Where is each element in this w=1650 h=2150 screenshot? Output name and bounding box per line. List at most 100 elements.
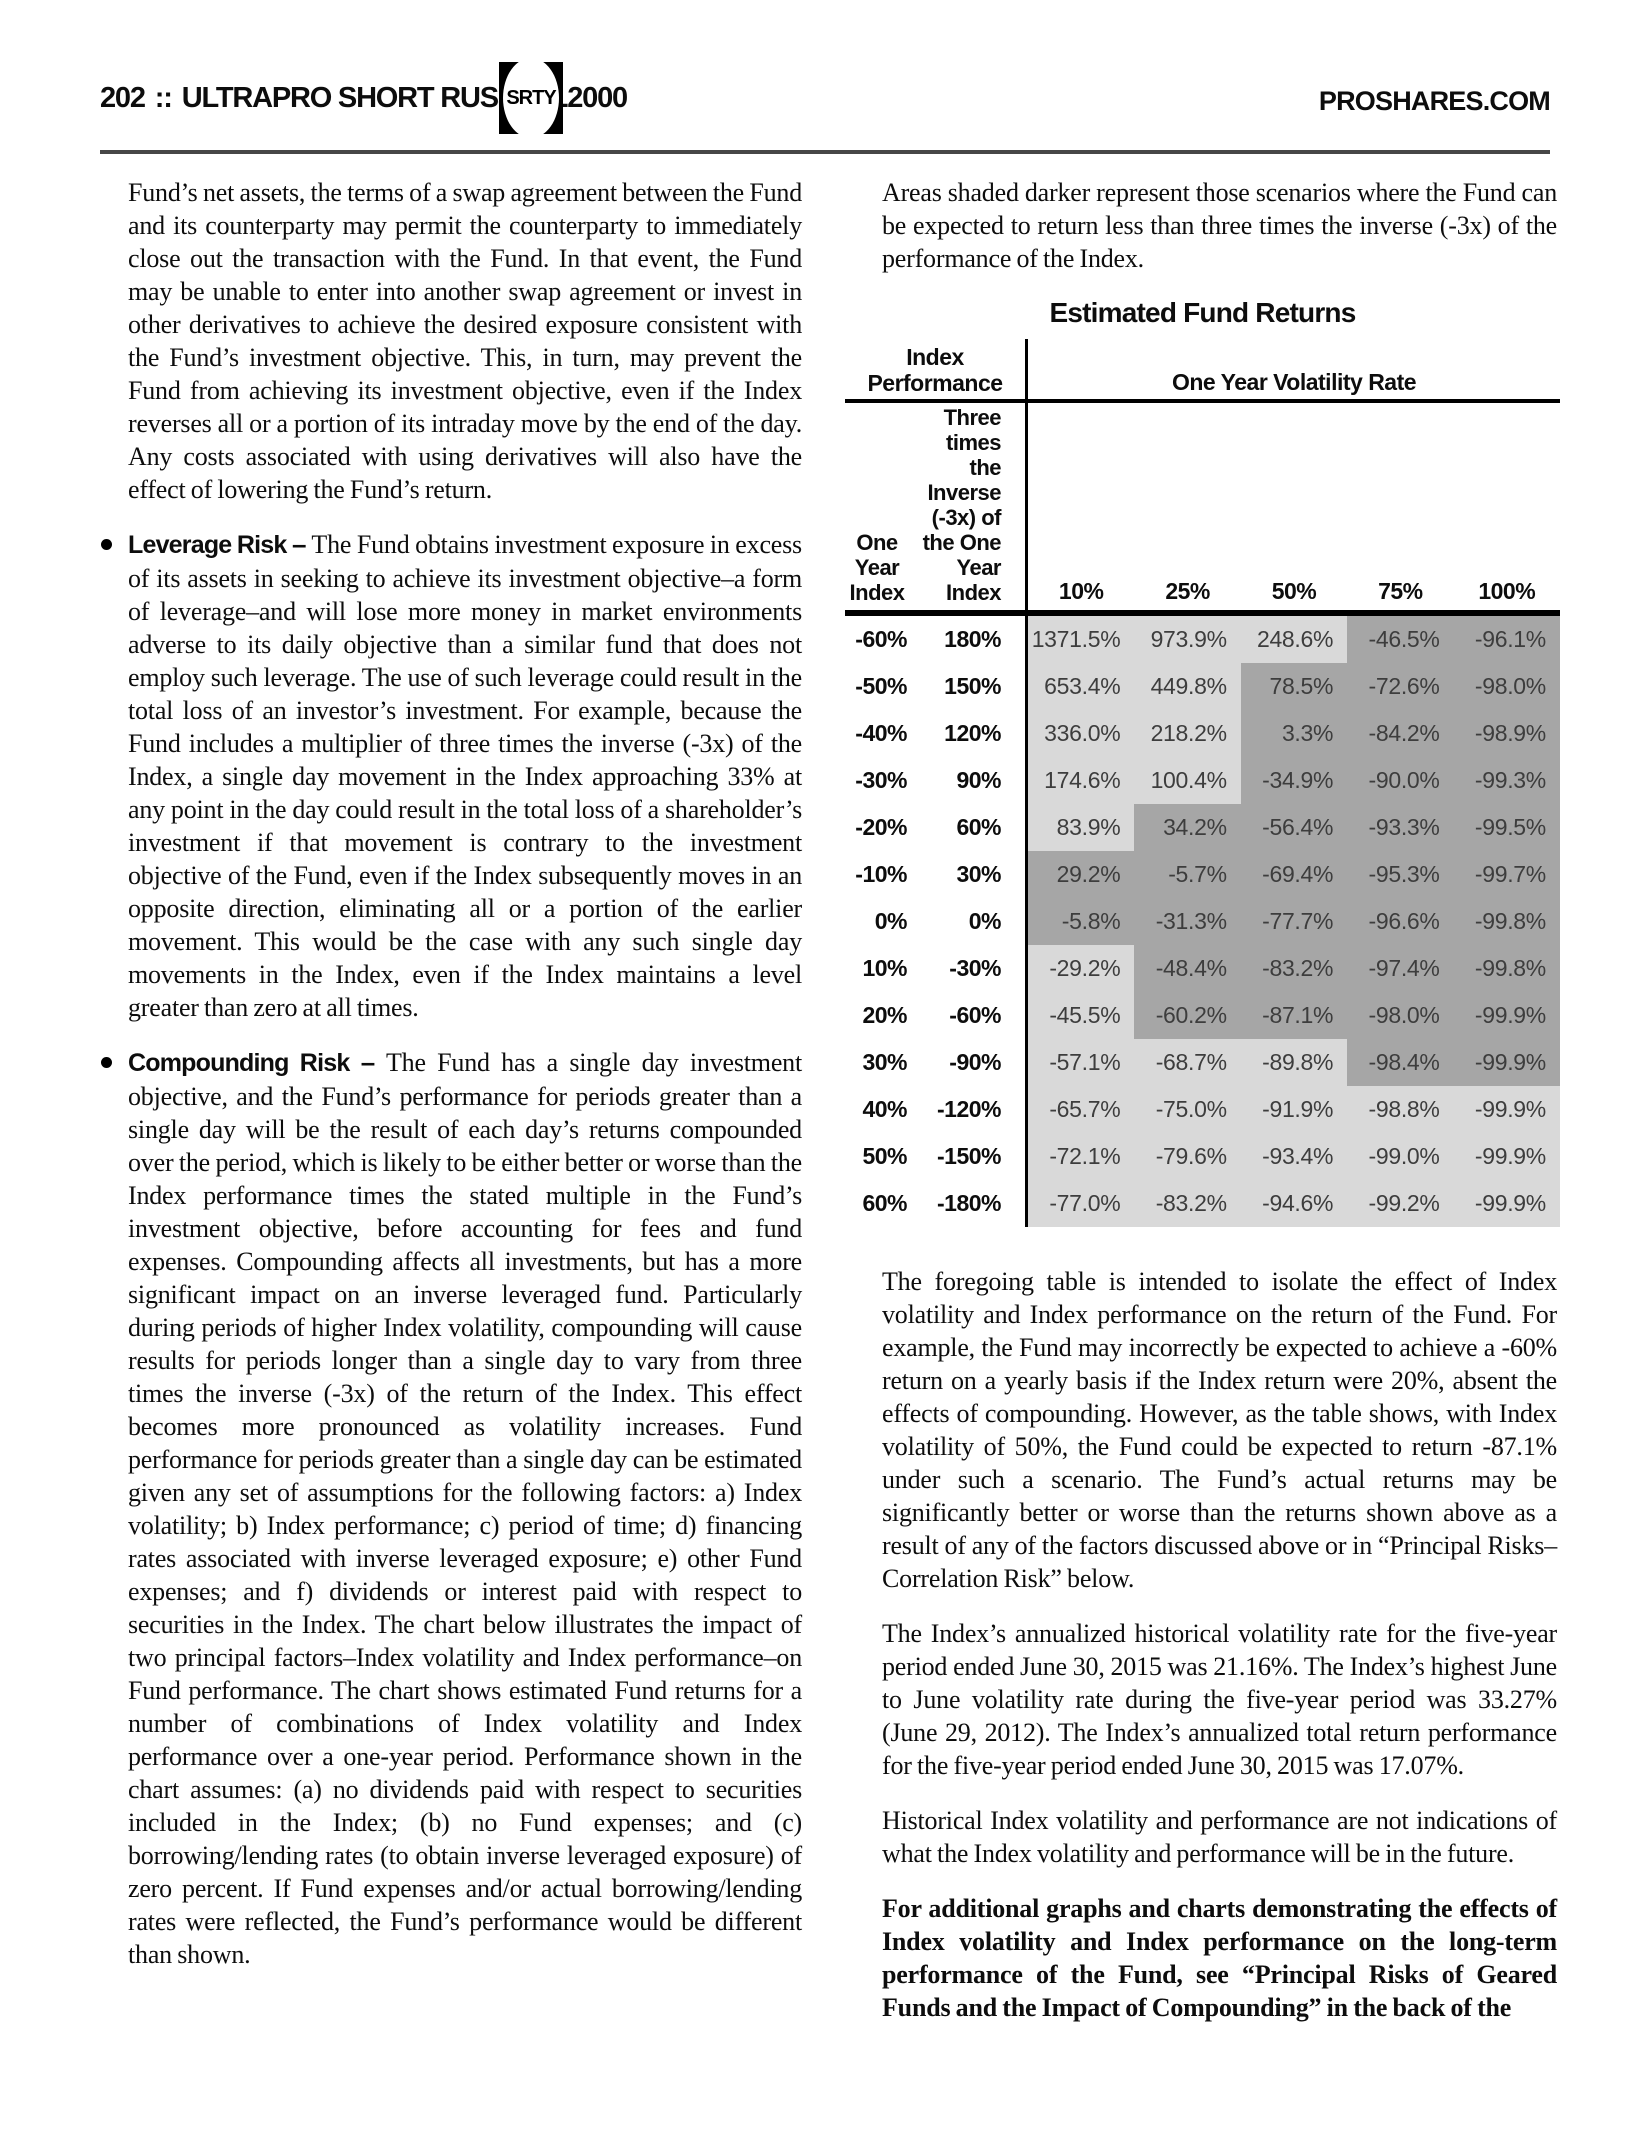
- table-row: 20% -60% -45.5% -60.2% -87.1% -98.0% -99…: [845, 992, 1560, 1039]
- paragraph-shading-note: Areas shaded darker represent those scen…: [882, 178, 1557, 273]
- header-line: Three: [943, 405, 1002, 430]
- fund-return-cell: -5.8%: [1028, 898, 1135, 945]
- fund-return-cell: -98.9%: [1453, 710, 1560, 757]
- fund-return-cell: -99.3%: [1453, 757, 1560, 804]
- header-line: Year: [854, 555, 900, 580]
- volatility-50-header: 50%: [1271, 578, 1317, 604]
- volatility-25-header: 25%: [1165, 578, 1210, 604]
- index-performance-value: 10%: [862, 955, 907, 981]
- index-performance-value: -10%: [855, 861, 907, 887]
- fund-return-cell: -99.7%: [1453, 851, 1560, 898]
- page-number: 202: [100, 82, 146, 114]
- three-times-inverse-header: Three times the Inverse (-3x) of the One…: [923, 405, 1002, 605]
- one-year-index-header: One Year Index: [845, 530, 909, 605]
- fund-return-cells: -57.1% -68.7% -89.8% -98.4% -99.9%: [1025, 1039, 1560, 1086]
- table-row: 30% -90% -57.1% -68.7% -89.8% -98.4% -99…: [845, 1039, 1560, 1086]
- fund-return-cells: -65.7% -75.0% -91.9% -98.8% -99.9%: [1025, 1086, 1560, 1133]
- fund-return-cell: 449.8%: [1134, 663, 1241, 710]
- fund-return-cell: -90.0%: [1347, 757, 1454, 804]
- inverse-3x-value: 0%: [968, 908, 1002, 934]
- fund-return-cell: -34.9%: [1240, 757, 1348, 804]
- fund-return-cell: -99.0%: [1347, 1133, 1454, 1180]
- fund-return-cells: -72.1% -79.6% -93.4% -99.0% -99.9%: [1025, 1133, 1560, 1180]
- index-performance-value: 50%: [862, 1143, 907, 1169]
- table-row: 10% -30% -29.2% -48.4% -83.2% -97.4% -99…: [845, 945, 1560, 992]
- fund-return-cell: -93.3%: [1347, 804, 1454, 851]
- fund-return-cell: -72.6%: [1347, 663, 1454, 710]
- spacer: [1001, 992, 1025, 1039]
- fund-return-cell: -69.4%: [1240, 851, 1348, 898]
- paragraph-not-indications: Historical Index volatility and performa…: [882, 1806, 1557, 1868]
- header-line: (-3x) of: [931, 505, 1002, 530]
- volatility-column-headers: 10% 25% 50% 75% 100%: [1025, 403, 1560, 610]
- fund-return-cell: -87.1%: [1240, 992, 1348, 1039]
- table-rule-thick: [845, 610, 1560, 616]
- risk-label-compounding: Compounding Risk: [128, 1049, 350, 1077]
- fund-return-cell: -29.2%: [1028, 945, 1135, 992]
- header-line: the: [969, 455, 1002, 480]
- fund-return-cell: 174.6%: [1028, 757, 1135, 804]
- spacer: [1001, 1039, 1025, 1086]
- fund-return-cell: 100.4%: [1134, 757, 1241, 804]
- table-row: 0% 0% -5.8% -31.3% -77.7% -96.6% -99.8%: [845, 898, 1560, 945]
- inverse-3x-value: 60%: [956, 814, 1001, 840]
- fund-return-cells: 174.6% 100.4% -34.9% -90.0% -99.3%: [1025, 757, 1560, 804]
- spacer: [1001, 663, 1025, 710]
- spacer: [1001, 710, 1025, 757]
- header-line: Index: [849, 580, 905, 605]
- spacer: [1001, 804, 1025, 851]
- index-performance-value: 20%: [862, 1002, 907, 1028]
- risk-dash: –: [292, 529, 307, 559]
- bullet-marker: [101, 1057, 112, 1068]
- fund-return-cell: -72.1%: [1028, 1133, 1135, 1180]
- header-rule: [100, 150, 1550, 154]
- spacer: [1001, 945, 1025, 992]
- fund-return-cell: -99.9%: [1453, 1133, 1560, 1180]
- fund-return-cells: 653.4% 449.8% 78.5% -72.6% -98.0%: [1025, 663, 1560, 710]
- inverse-3x-value: 90%: [956, 767, 1001, 793]
- index-performance-value: -40%: [855, 720, 907, 746]
- header-line: Index: [946, 580, 1001, 605]
- fund-return-cells: 336.0% 218.2% 3.3% -84.2% -98.9%: [1025, 710, 1560, 757]
- spacer: [1001, 1086, 1025, 1133]
- fund-return-cell: -5.7%: [1134, 851, 1241, 898]
- inverse-3x-value: 150%: [944, 673, 1001, 699]
- fund-return-cell: 34.2%: [1134, 804, 1241, 851]
- fund-return-cell: -99.9%: [1453, 1086, 1560, 1133]
- fund-return-cells: 83.9% 34.2% -56.4% -93.3% -99.5%: [1025, 804, 1560, 851]
- table-header-row-1: Index Performance One Year Volatility Ra…: [845, 339, 1560, 399]
- ticker-label: SRTY: [506, 86, 556, 109]
- table-row: 40% -120% -65.7% -75.0% -91.9% -98.8% -9…: [845, 1086, 1560, 1133]
- paragraph-swap-agreement: Fund’s net assets, the terms of a swap a…: [128, 178, 802, 504]
- index-performance-header: Index Performance: [867, 344, 1003, 396]
- risk-label-leverage: Leverage Risk: [128, 531, 287, 559]
- fund-return-cell: -98.8%: [1347, 1086, 1454, 1133]
- table-header-row-2: One Year Index Three times the Inverse (…: [845, 403, 1560, 610]
- fund-return-cell: -83.2%: [1134, 1180, 1241, 1227]
- spacer: [1001, 757, 1025, 804]
- index-performance-value: 30%: [862, 1049, 907, 1075]
- table-row: -20% 60% 83.9% 34.2% -56.4% -93.3% -99.5…: [845, 804, 1560, 851]
- fund-return-cell: -68.7%: [1134, 1039, 1241, 1086]
- fund-return-cell: -77.0%: [1028, 1180, 1135, 1227]
- fund-return-cell: -99.8%: [1453, 898, 1560, 945]
- fund-return-cell: -48.4%: [1134, 945, 1241, 992]
- fund-return-cell: 653.4%: [1028, 663, 1135, 710]
- fund-return-cell: -45.5%: [1028, 992, 1135, 1039]
- fund-return-cell: -99.2%: [1347, 1180, 1454, 1227]
- fund-return-cell: -99.8%: [1453, 945, 1560, 992]
- spacer: [1001, 1180, 1025, 1227]
- fund-return-cell: 1371.5%: [1028, 616, 1135, 663]
- fund-return-cell: -57.1%: [1028, 1039, 1135, 1086]
- spacer: [1001, 616, 1025, 663]
- paragraph-additional-graphs: For additional graphs and charts demonst…: [882, 1894, 1557, 2022]
- fund-return-cell: -98.0%: [1453, 663, 1560, 710]
- fund-return-cell: -96.1%: [1453, 616, 1560, 663]
- table-row: -30% 90% 174.6% 100.4% -34.9% -90.0% -99…: [845, 757, 1560, 804]
- risk-text-leverage: The Fund obtains investment exposure in …: [128, 530, 802, 1022]
- fund-return-cells: 29.2% -5.7% -69.4% -95.3% -99.7%: [1025, 851, 1560, 898]
- table-title: Estimated Fund Returns: [1049, 297, 1357, 328]
- fund-return-cell: 973.9%: [1134, 616, 1241, 663]
- inverse-3x-value: -90%: [949, 1049, 1001, 1075]
- fund-return-cell: -31.3%: [1134, 898, 1241, 945]
